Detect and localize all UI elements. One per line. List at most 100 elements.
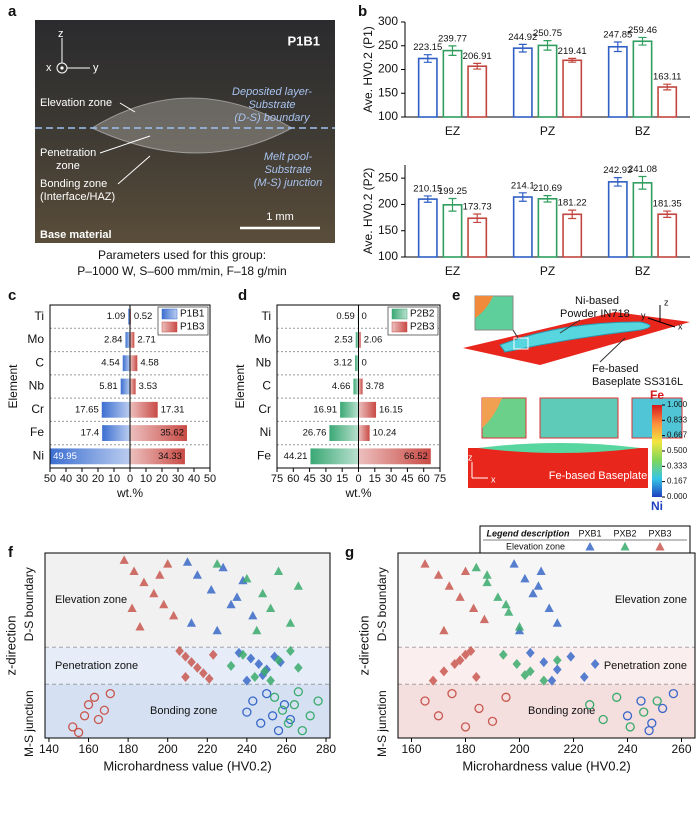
point	[79, 711, 90, 721]
point	[466, 646, 476, 657]
point	[182, 557, 193, 566]
x-tick-label: PZ	[540, 124, 555, 138]
error-bar	[663, 210, 672, 218]
value-label: 241.08	[628, 164, 657, 175]
axis-label: x	[678, 321, 683, 331]
value-label: 0.52	[134, 311, 153, 322]
axis-label: y	[641, 310, 646, 320]
value-label: 4.58	[140, 358, 159, 369]
x-axis-label: Microhardness value (HV0.2)	[103, 758, 271, 773]
value-label: 44.21	[284, 451, 308, 462]
x-tick-label: 160	[401, 742, 421, 756]
bar	[512, 196, 533, 258]
bar	[417, 198, 438, 258]
axis-label: x	[491, 474, 496, 484]
point	[420, 559, 430, 568]
point	[547, 675, 557, 686]
x-tick-label: 60	[287, 473, 299, 485]
value-label: 173.73	[463, 202, 492, 213]
point	[218, 562, 228, 572]
bar	[310, 448, 359, 465]
point	[297, 725, 307, 736]
point	[585, 700, 595, 710]
category-label: Fe	[257, 449, 271, 463]
y-tick-label: 200	[378, 197, 398, 211]
x-tick-label: EZ	[445, 264, 460, 278]
point	[433, 711, 444, 721]
value-label: 247.85	[603, 30, 632, 41]
y-axis-label: Ave. HV0.2 (P2)	[361, 168, 375, 254]
point	[232, 592, 242, 601]
point	[68, 722, 78, 732]
point	[246, 653, 256, 664]
colorbar-tick-label: 0.667	[667, 431, 688, 440]
category-label: Nb	[256, 355, 272, 369]
point	[93, 714, 104, 725]
value-label: 10.24	[373, 428, 397, 439]
point	[539, 657, 549, 668]
category-label: C	[35, 355, 44, 369]
axis-y: y	[93, 62, 99, 74]
point	[533, 581, 543, 590]
bar	[130, 425, 187, 441]
colorbar-tick-label: 0.833	[667, 415, 688, 424]
y-tick-label: 200	[378, 62, 398, 76]
legend-swatch	[161, 308, 178, 320]
bonding-label: (Interface/HAZ)	[40, 191, 115, 203]
point	[254, 659, 264, 669]
x-tick-label: 45	[401, 473, 413, 485]
bar	[358, 425, 370, 441]
x-tick-label: 260	[276, 742, 296, 756]
point	[266, 675, 275, 686]
point	[644, 725, 654, 736]
point	[199, 668, 208, 679]
point	[285, 618, 296, 627]
baseplate-label: Fe-based	[592, 363, 638, 375]
legend-symbol	[585, 542, 595, 551]
bar	[101, 401, 130, 418]
zone-label: Penetration zone	[55, 660, 138, 672]
section-inset	[482, 398, 502, 428]
category-label: C	[262, 379, 271, 393]
point	[283, 718, 294, 728]
panel-label: d	[238, 287, 247, 304]
error-bar	[473, 62, 482, 70]
value-label: 199.25	[438, 186, 467, 197]
x-tick-label: 180	[455, 742, 475, 756]
bar	[120, 378, 130, 395]
bar	[632, 182, 653, 258]
point	[636, 696, 646, 706]
point	[163, 559, 173, 568]
powder-label: Powder IN718	[560, 308, 630, 320]
category-label: Ti	[34, 309, 44, 323]
colorbar-tick-label: 0.333	[667, 461, 688, 470]
x-tick-label: BZ	[635, 124, 650, 138]
value-label: 181.22	[558, 198, 587, 209]
point	[553, 664, 562, 675]
bar	[467, 217, 488, 258]
bar	[102, 425, 130, 441]
micrograph: z x y P1B1 Deposited layer- Substrate (D…	[35, 20, 335, 278]
axes-icon	[471, 462, 488, 479]
point	[206, 585, 216, 594]
scale-label: 1 mm	[266, 211, 294, 223]
x-tick-label: 50	[44, 473, 56, 485]
point	[212, 559, 222, 568]
x-tick-label: 140	[39, 742, 59, 756]
point	[294, 662, 303, 673]
bar	[358, 448, 431, 465]
bar	[657, 213, 678, 258]
axis	[404, 165, 690, 258]
bar	[130, 448, 185, 465]
x-tick-label: 200	[158, 742, 178, 756]
bar	[632, 40, 653, 118]
point	[187, 657, 196, 668]
section-bead	[478, 443, 640, 453]
x-axis-label: wt.%	[116, 486, 143, 500]
value-label: 4.54	[101, 358, 120, 369]
x-axis-label: Microhardness value (HV0.2)	[462, 758, 630, 773]
bar	[358, 332, 361, 348]
bar	[329, 425, 359, 441]
colorbar-tick-label: 0.167	[667, 477, 688, 486]
bar	[562, 59, 583, 118]
